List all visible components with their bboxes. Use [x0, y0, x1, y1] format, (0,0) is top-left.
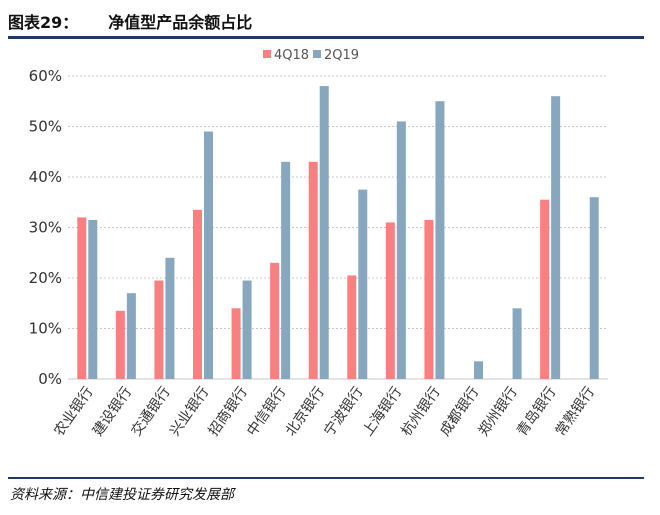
legend: 4Q18 2Q19 — [263, 48, 359, 63]
bar-2Q19-交通银行 — [165, 257, 175, 379]
y-tick-label: 0% — [38, 370, 62, 388]
y-tick-label: 20% — [29, 269, 62, 287]
bar-4Q18-农业银行 — [77, 217, 87, 379]
figure-title: 净值型产品余额占比 — [108, 13, 253, 32]
figure-title-bar: 图表29： 净值型产品余额占比 — [8, 10, 648, 32]
bar-4Q18-交通银行 — [154, 280, 164, 379]
bar-4Q18-兴业银行 — [193, 209, 202, 379]
legend-swatch-4Q18 — [263, 50, 271, 58]
bar-4Q18-杭州银行 — [424, 219, 434, 379]
bar-chart: 0% 10% 20% 30% 40% 50% 60% 农业银行建设银行交通银行兴业银行招商银… — [29, 48, 608, 440]
bars — [77, 86, 599, 379]
bar-4Q18-中信银行 — [270, 262, 280, 379]
bottom-divider — [8, 477, 644, 479]
bar-4Q18-青岛银行 — [540, 199, 550, 379]
x-axis-categories: 农业银行建设银行交通银行兴业银行招商银行中信银行北京银行宁波银行上海银行杭州银行… — [51, 384, 598, 440]
bar-2Q19-宁波银行 — [358, 189, 368, 379]
bar-2Q19-北京银行 — [319, 86, 329, 379]
bar-2Q19-郑州银行 — [512, 308, 522, 379]
category-label: 常熟银行 — [553, 384, 598, 439]
figure-number: 图表29： — [8, 13, 79, 32]
bar-2Q19-兴业银行 — [204, 131, 213, 379]
grid-lines — [68, 75, 608, 380]
top-divider — [8, 36, 644, 39]
bar-2Q19-中信银行 — [281, 161, 291, 379]
bar-2Q19-招商银行 — [242, 280, 252, 379]
bar-2Q19-杭州银行 — [435, 101, 445, 379]
y-axis-ticks: 0% 10% 20% 30% 40% 50% 60% — [29, 67, 62, 388]
bar-2Q19-常熟银行 — [589, 197, 599, 379]
bar-4Q18-建设银行 — [115, 310, 125, 379]
bar-4Q18-宁波银行 — [347, 275, 357, 379]
bar-2Q19-建设银行 — [126, 293, 136, 379]
legend-label-2Q19: 2Q19 — [324, 48, 359, 63]
bar-4Q18-上海银行 — [385, 222, 395, 379]
legend-swatch-2Q19 — [313, 50, 321, 58]
legend-label-4Q18: 4Q18 — [274, 48, 309, 63]
bar-2Q19-农业银行 — [88, 219, 98, 379]
bar-2Q19-青岛银行 — [551, 96, 561, 379]
bar-4Q18-北京银行 — [308, 161, 318, 379]
bar-4Q18-招商银行 — [231, 308, 241, 379]
y-tick-label: 30% — [29, 219, 62, 237]
y-tick-label: 60% — [29, 67, 62, 85]
y-tick-label: 10% — [29, 320, 62, 338]
y-tick-label: 40% — [29, 168, 62, 186]
y-tick-label: 50% — [29, 118, 62, 136]
bar-2Q19-成都银行 — [474, 361, 483, 379]
bar-2Q19-上海银行 — [396, 121, 406, 379]
source-note: 资料来源：中信建投证券研究发展部 — [10, 487, 234, 503]
